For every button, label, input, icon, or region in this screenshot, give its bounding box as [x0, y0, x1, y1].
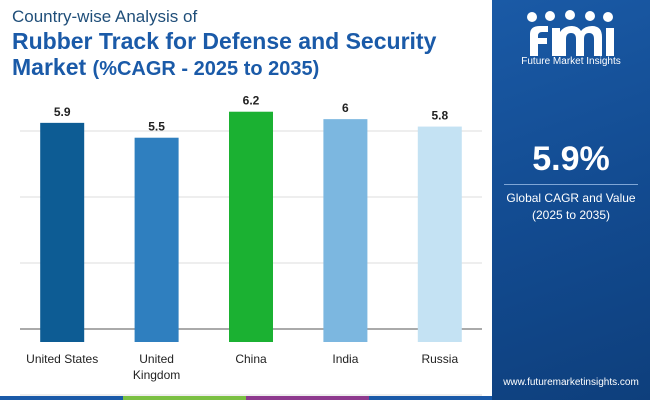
bar-india [323, 119, 368, 343]
panel-divider [504, 184, 638, 185]
x-tick-label: United [139, 352, 174, 366]
bar-china [229, 111, 273, 342]
bar-chart: 5.9 5.5 6.2 6 5.8 United States United Kingdom… [20, 94, 482, 396]
bar-russia [417, 126, 462, 342]
global-cagr-value: 5.9% [532, 140, 610, 178]
data-label: 6.2 [243, 94, 260, 108]
brand-name: Future Market Insights [521, 56, 621, 67]
data-label: 6 [342, 101, 349, 115]
data-label: 5.8 [431, 109, 448, 123]
global-cagr-label: Global CAGR and Value (2025 to 2035) [492, 190, 650, 224]
category-labels: United States United Kingdom China India Russ… [26, 352, 458, 382]
global-cagr-label-line2: (2025 to 2035) [531, 208, 611, 222]
bars [40, 111, 462, 343]
chart-title-line2: Market (%CAGR - 2025 to 2035) [12, 54, 482, 82]
accent-segment [123, 396, 246, 400]
accent-segment [246, 396, 369, 400]
chart-title-market: Market [12, 54, 87, 80]
x-tick-label: United States [26, 352, 98, 366]
bottom-accent-bar [0, 396, 492, 400]
global-cagr-label-line1: Global CAGR and Value [506, 191, 636, 205]
bar-united-kingdom [134, 137, 179, 342]
x-tick-label: China [235, 352, 267, 366]
website-link[interactable]: www.futuremarketinsights.com [503, 377, 639, 388]
chart-subtitle: Country-wise Analysis of [12, 7, 198, 26]
data-label: 5.5 [148, 120, 165, 134]
chart-title: Rubber Track for Defense and Security Ma… [12, 28, 482, 82]
x-tick-label: India [332, 352, 358, 366]
x-tick-label: Russia [421, 352, 458, 366]
accent-segment [369, 396, 492, 400]
title-block: Country-wise Analysis of Rubber Track fo… [12, 6, 482, 82]
value-labels: 5.9 5.5 6.2 6 5.8 [54, 94, 449, 134]
x-tick-label: Kingdom [133, 368, 180, 382]
chart-title-line1: Rubber Track for Defense and Security [12, 28, 437, 54]
bar-united-states [40, 122, 85, 342]
data-label: 5.9 [54, 105, 71, 119]
summary-panel: Future Market Insights 5.9% Global CAGR … [492, 0, 650, 400]
chart-title-cagr-range: (%CAGR - 2025 to 2035) [92, 58, 320, 80]
fmi-logo-icon [527, 10, 614, 56]
accent-segment [0, 396, 123, 400]
